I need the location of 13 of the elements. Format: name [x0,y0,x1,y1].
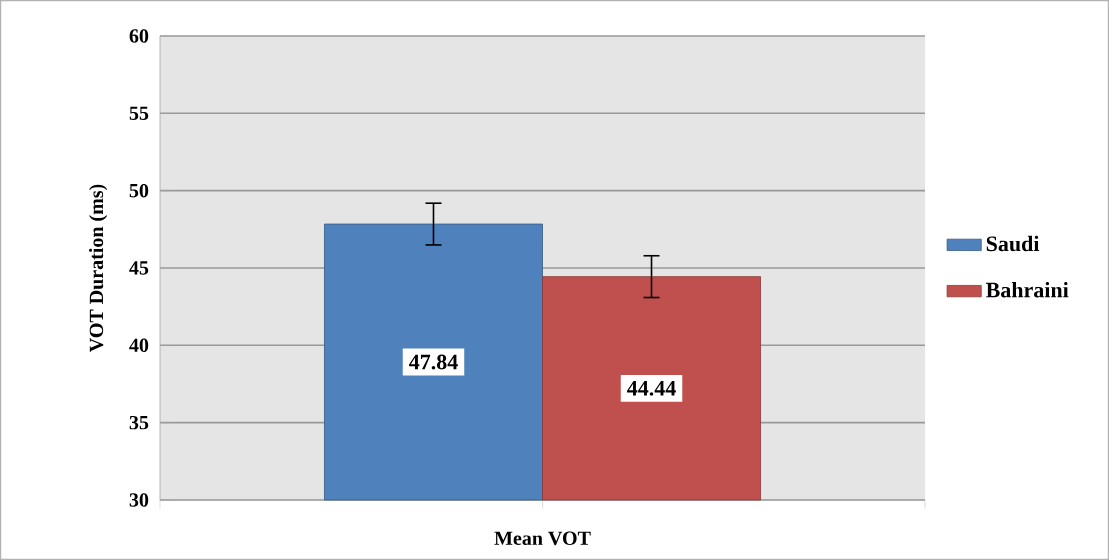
legend-label: Saudi [986,235,1040,252]
data-label: 44.44 [627,380,676,396]
y-tick-label: 35 [129,415,149,430]
y-tick-label: 40 [129,338,149,353]
legend-label: Bahraini [986,282,1069,298]
y-tick-label: 55 [129,106,149,120]
x-tick-label: Mean VOT [494,531,591,546]
y-tick-label: 45 [129,261,149,275]
y-tick-label: 50 [129,183,149,198]
y-tick-label: 60 [129,29,149,43]
y-axis-title: VOT Duration (ms) [89,184,108,353]
y-tick-label: 30 [129,493,149,507]
data-label: 47.84 [409,354,458,370]
